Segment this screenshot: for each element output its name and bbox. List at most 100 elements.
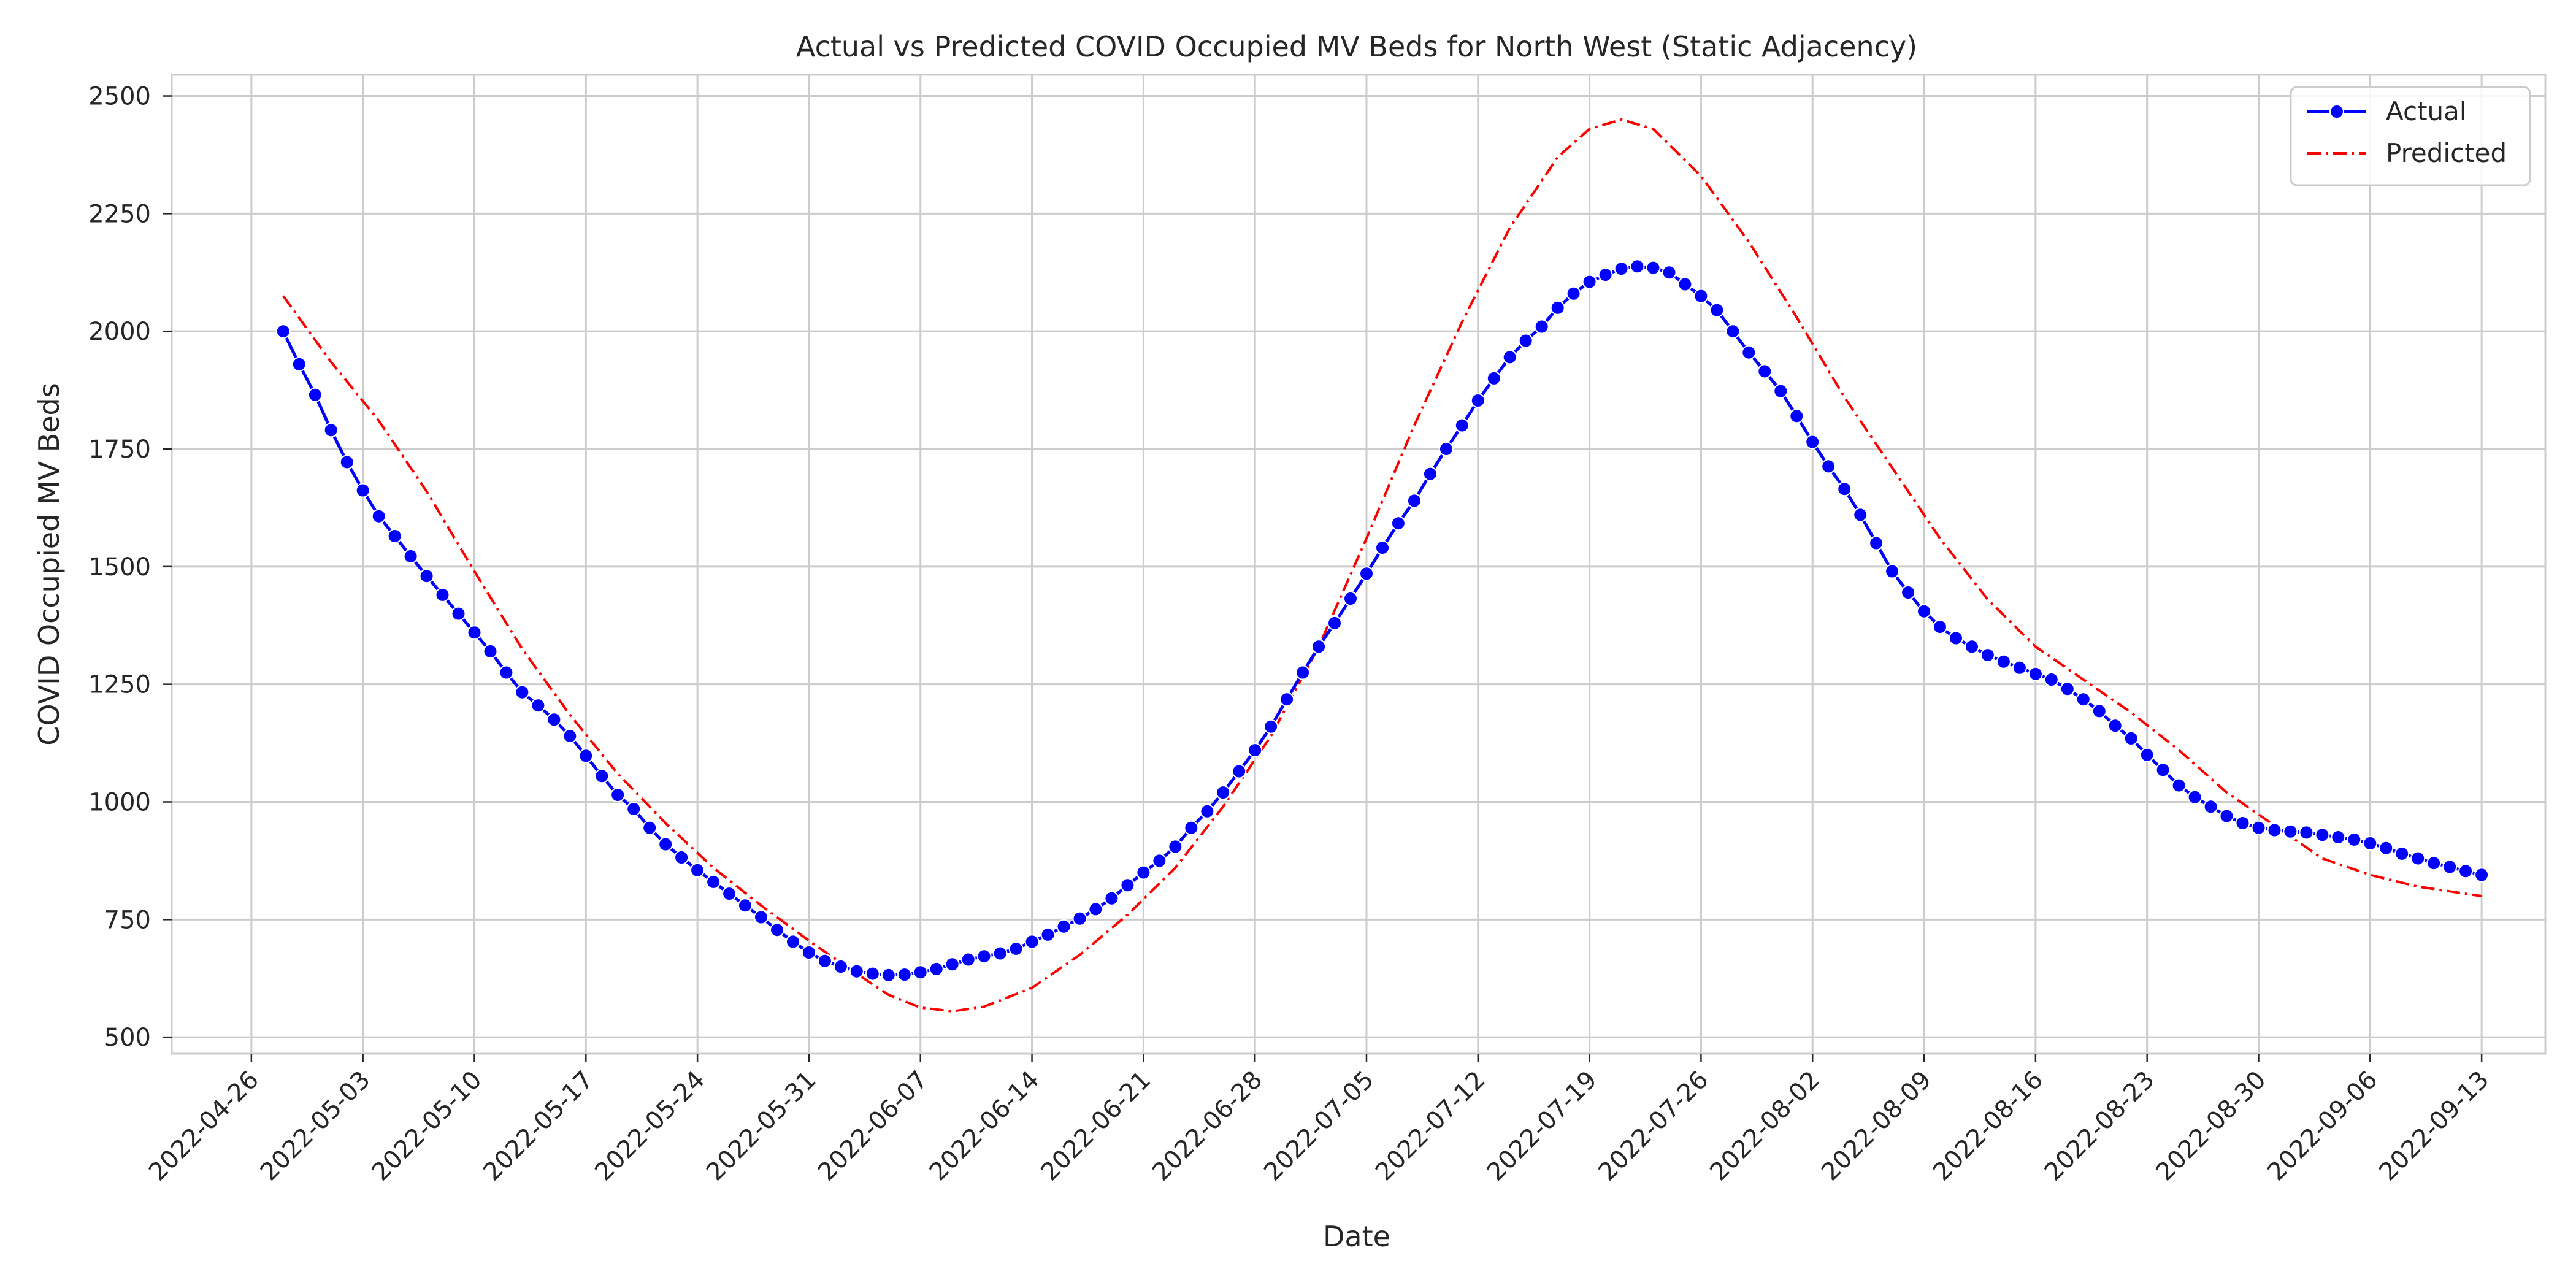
data-point-actual	[658, 837, 673, 852]
data-point-actual	[1709, 302, 1725, 318]
y-tick-label: 1000	[88, 788, 151, 816]
y-tick-label: 1250	[88, 671, 151, 699]
x-axis-label: Date	[1323, 1220, 1390, 1253]
data-point-actual	[1200, 803, 1215, 819]
data-point-actual	[307, 387, 323, 402]
data-point-actual	[1104, 891, 1119, 906]
data-point-actual	[2426, 856, 2442, 871]
data-point-actual	[1024, 934, 1040, 949]
data-point-actual	[1311, 639, 1327, 654]
data-point-actual	[1359, 566, 1374, 581]
data-point-actual	[738, 898, 753, 913]
grid-layer	[172, 75, 2545, 1054]
data-point-actual	[451, 606, 466, 621]
data-point-actual	[1837, 481, 1852, 497]
data-point-actual	[499, 665, 514, 680]
data-point-actual	[2012, 660, 2027, 675]
data-point-actual	[403, 549, 418, 564]
data-point-actual	[1438, 442, 1454, 456]
data-point-actual	[1486, 370, 1501, 386]
data-point-actual	[1550, 300, 1565, 315]
data-point-actual	[1789, 408, 1804, 424]
data-point-actual	[419, 569, 434, 584]
data-point-actual	[722, 886, 737, 902]
data-point-actual	[945, 957, 960, 972]
data-point-actual	[1885, 564, 1900, 579]
data-point-actual	[467, 625, 482, 640]
data-point-actual	[2076, 692, 2091, 707]
data-point-actual	[1390, 516, 1406, 531]
data-point-actual	[562, 729, 578, 744]
data-point-actual	[1598, 267, 1613, 283]
data-point-actual	[801, 945, 816, 960]
data-point-actual	[1725, 324, 1741, 339]
data-point-actual	[1040, 927, 1056, 942]
data-point-actual	[1406, 493, 1422, 508]
y-tick-label: 2000	[88, 318, 151, 346]
data-point-actual	[275, 324, 291, 339]
series-layer	[275, 118, 2490, 1013]
x-tick-label: 2022-08-16	[1928, 1066, 2049, 1187]
data-point-actual	[1454, 418, 1470, 433]
data-point-actual	[1662, 265, 1677, 280]
data-point-actual	[2219, 808, 2234, 824]
data-point-actual	[976, 949, 992, 964]
data-point-actual	[1677, 277, 1693, 292]
data-point-actual	[1773, 383, 1788, 399]
data-point-actual	[690, 862, 705, 878]
data-point-actual	[674, 850, 689, 865]
x-tick-label: 2022-09-13	[2374, 1066, 2494, 1187]
data-point-actual	[1295, 665, 1311, 680]
data-point-actual	[1869, 535, 1884, 551]
data-point-actual	[2155, 762, 2171, 778]
data-point-actual	[515, 684, 530, 700]
data-point-actual	[610, 788, 626, 802]
series-line-predicted	[282, 118, 2482, 1013]
data-point-actual	[881, 967, 896, 983]
data-point-actual	[2060, 681, 2075, 697]
data-point-actual	[1980, 648, 1995, 663]
data-point-actual	[1933, 619, 1947, 635]
x-tick-label: 2022-05-24	[589, 1066, 710, 1187]
data-point-actual	[1263, 719, 1279, 734]
data-point-actual	[2123, 730, 2139, 746]
x-tick-label: 2022-07-19	[1482, 1066, 1603, 1187]
data-point-actual	[1693, 288, 1709, 304]
data-point-actual	[355, 483, 370, 498]
chart-title: Actual vs Predicted COVID Occupied MV Be…	[796, 30, 1917, 63]
data-point-actual	[1534, 319, 1549, 334]
data-point-actual	[1470, 393, 1485, 408]
data-point-actual	[546, 712, 562, 727]
x-tick-label: 2022-09-06	[2262, 1066, 2383, 1187]
data-point-actual	[2410, 851, 2426, 866]
data-point-actual	[323, 423, 339, 438]
data-point-actual	[2139, 747, 2155, 762]
series-line-actual	[282, 264, 2482, 977]
data-point-actual	[2028, 666, 2043, 681]
legend: Actual Predicted	[2290, 86, 2531, 186]
data-point-actual	[992, 946, 1008, 961]
data-point-actual	[960, 952, 976, 967]
data-point-actual	[1853, 507, 1868, 523]
y-tick-label: 500	[104, 1024, 151, 1052]
data-point-actual	[865, 966, 880, 981]
data-point-actual	[913, 965, 928, 980]
data-point-actual	[2315, 827, 2330, 843]
data-point-actual	[754, 910, 769, 925]
data-point-actual	[1805, 434, 1820, 450]
y-tick-label: 1500	[88, 553, 151, 581]
data-point-actual	[1646, 260, 1661, 275]
data-point-actual	[786, 934, 800, 949]
x-tick-label: 2022-08-02	[1704, 1066, 1825, 1187]
x-tick-label: 2022-05-17	[478, 1066, 599, 1187]
x-tick-label: 2022-06-21	[1036, 1066, 1157, 1187]
data-point-actual	[2044, 672, 2059, 687]
data-point-actual	[578, 748, 594, 764]
plot-area-frame	[171, 74, 2547, 1055]
data-point-actual	[1949, 631, 1963, 646]
x-tick-label: 2022-07-12	[1370, 1066, 1491, 1187]
data-point-actual	[1216, 785, 1231, 800]
data-point-actual	[1343, 591, 1358, 606]
data-point-actual	[2235, 816, 2250, 830]
